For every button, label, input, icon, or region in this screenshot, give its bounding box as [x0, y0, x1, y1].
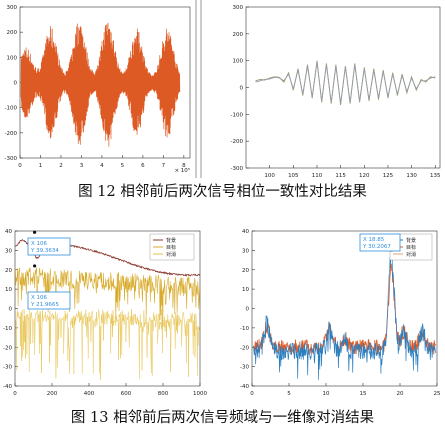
series-line-1 [255, 61, 436, 104]
x-tick-label: 20 [397, 391, 404, 397]
y-tick-label: -300 [5, 156, 18, 162]
signal-trace [20, 22, 181, 147]
y-tick-label: -30 [240, 365, 249, 371]
series-line-cancel [15, 308, 200, 380]
y-tick-label: -40 [3, 384, 12, 390]
x-tick-label: 0 [13, 391, 17, 397]
y-tick-label: -40 [240, 384, 249, 390]
datatip-marker [33, 230, 37, 234]
x-tick-label: 130 [406, 173, 417, 178]
y-tick-label: 40 [5, 229, 12, 235]
x-tick-label: 135 [430, 173, 441, 178]
y-tick-label: 300 [233, 5, 244, 11]
y-tick-label: -20 [3, 345, 12, 351]
y-tick-label: -200 [5, 131, 18, 137]
x-tick-label: 100 [264, 173, 275, 178]
x-tick-label: 25 [434, 391, 441, 397]
x-tick-label: 6 [141, 163, 145, 169]
legend-label: 目标 [166, 244, 176, 251]
x-tick-label: 800 [158, 391, 169, 397]
datatip: X 18.85Y 30.2067 [359, 233, 401, 252]
y-tick-label: 30 [242, 248, 249, 254]
x-tick-label: 600 [121, 391, 132, 397]
x-tick-label: 120 [359, 173, 370, 178]
fig12-right-plot: 300 200 100 0 -100 -200 -300 100 105 110 115 120 125… [231, 5, 442, 178]
y-tick-label: -30 [3, 365, 12, 371]
datatip-x: X 106 [31, 241, 48, 247]
y-tick-label: 200 [7, 30, 18, 36]
y-tick-label: 0 [246, 307, 250, 313]
y-tick-label: -20 [240, 345, 249, 351]
x-tick-label: 110 [312, 173, 323, 178]
x-tick-label: 105 [288, 173, 299, 178]
x-tick-label: 115 [335, 173, 346, 178]
legend-label: 目标 [406, 244, 416, 251]
y-tick-label: -100 [231, 112, 244, 118]
x-tick-label: 0 [18, 163, 22, 169]
y-tick-label: -10 [240, 326, 249, 332]
x-tick-label: 5 [121, 163, 125, 169]
x-tick-label: 10 [323, 391, 330, 397]
legend-label: 背景 [166, 237, 176, 244]
y-tick-label: 100 [7, 55, 18, 61]
x-tick-label: 200 [47, 391, 58, 397]
datatip-x: X 106 [31, 295, 48, 301]
y-tick-label: 100 [233, 59, 244, 65]
datatip-y: Y 21.9665 [30, 302, 59, 308]
y-tick-label: 30 [5, 248, 12, 254]
x-tick-label: 1000 [193, 391, 207, 397]
datatip-y: Y 39.3634 [30, 248, 59, 254]
x-tick-label: 2 [59, 163, 63, 169]
y-tick-label: -200 [231, 139, 244, 145]
y-tick-label: 10 [242, 287, 249, 293]
x-tick-label: 1 [39, 163, 43, 169]
datatip-box [27, 237, 71, 256]
x-tick-label: 400 [84, 391, 95, 397]
datatip-marker [33, 264, 37, 268]
x-tick-label: 15 [360, 391, 367, 397]
fig12-caption: 图 12 相邻前后两次信号相位一致性对比结果 [78, 184, 367, 200]
x-tick-label: 8 [182, 163, 186, 169]
y-tick-label: -100 [5, 106, 18, 112]
legend-label: 背景 [406, 237, 416, 244]
y-tick-label: 20 [242, 268, 249, 274]
y-tick-label: 20 [5, 268, 12, 274]
y-tick-label: 300 [7, 5, 18, 11]
x-tick-label: 4 [100, 163, 104, 169]
x-tick-label: 5 [287, 391, 291, 397]
legend-label: 对消 [406, 251, 416, 258]
y-tick-label: -300 [231, 166, 244, 172]
datatip-x: X 18.85 [363, 237, 385, 243]
y-tick-label: 10 [5, 287, 12, 293]
datatip-box [359, 233, 401, 252]
fig13-caption: 图 13 相邻前后两次信号频域与一维像对消结果 [70, 410, 375, 426]
x-tick-label: 3 [80, 163, 84, 169]
x-tick-label: 0 [250, 391, 254, 397]
x-tick-label: 125 [383, 173, 394, 178]
legend-label: 对消 [166, 251, 176, 258]
y-tick-label: 0 [14, 81, 18, 87]
x-exponent: × 10⁵ [174, 167, 190, 174]
y-tick-label: -10 [3, 326, 12, 332]
datatip-box [27, 291, 71, 310]
series-line-target [15, 267, 200, 327]
series-line-background [253, 248, 436, 380]
datatip-y: Y 30.2067 [362, 244, 391, 250]
y-tick-label: 0 [240, 86, 244, 92]
x-tick-label: 7 [162, 163, 166, 169]
y-tick-label: 0 [9, 307, 13, 313]
y-tick-label: 200 [233, 32, 244, 38]
y-tick-label: 40 [242, 229, 249, 235]
